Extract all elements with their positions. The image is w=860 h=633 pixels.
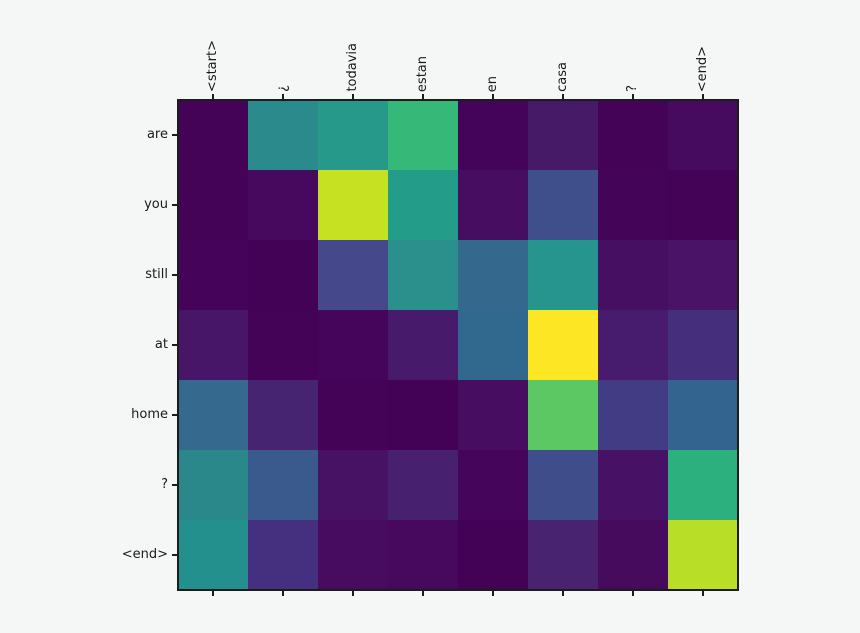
x-tick-label: ? (624, 85, 640, 92)
axis-tick (702, 94, 704, 99)
heatmap-cell (248, 450, 318, 520)
heatmap-cell (318, 240, 388, 310)
axis-tick (562, 94, 564, 99)
y-tick-label: you (144, 196, 168, 212)
heatmap-cell (668, 520, 738, 590)
y-tick-label: ? (161, 476, 168, 492)
axis-tick (352, 591, 354, 596)
axis-tick (352, 94, 354, 99)
heatmap-cell (388, 380, 458, 450)
heatmap-cell (248, 170, 318, 240)
heatmap-cell (668, 380, 738, 450)
heatmap-cell (178, 240, 248, 310)
x-tick-label: en (484, 75, 500, 92)
heatmap-cell (178, 310, 248, 380)
heatmap-cell (598, 520, 668, 590)
heatmap-cell (318, 450, 388, 520)
axis-tick (632, 94, 634, 99)
heatmap-cell (388, 240, 458, 310)
axis-tick (492, 591, 494, 596)
heatmap-cell (528, 310, 598, 380)
heatmap-plot (178, 100, 738, 590)
x-tick-label: ¿ (274, 85, 290, 92)
axis-tick (172, 554, 177, 556)
heatmap-cell (178, 170, 248, 240)
heatmap-cell (248, 100, 318, 170)
heatmap-cell (598, 240, 668, 310)
heatmap-cell (248, 240, 318, 310)
y-tick-label: <end> (121, 546, 168, 562)
x-tick-label: todavia (344, 43, 360, 92)
heatmap-cell (528, 520, 598, 590)
heatmap-cell (388, 520, 458, 590)
axis-tick (422, 94, 424, 99)
axis-tick (632, 591, 634, 596)
axis-tick (702, 591, 704, 596)
heatmap-cell (388, 170, 458, 240)
axis-tick (282, 94, 284, 99)
heatmap-cell (598, 100, 668, 170)
heatmap-cell (318, 170, 388, 240)
heatmap-cell (458, 170, 528, 240)
heatmap-cell (458, 100, 528, 170)
heatmap-cell (388, 310, 458, 380)
x-tick-label: <start> (204, 39, 220, 92)
heatmap-cell (598, 170, 668, 240)
x-tick-label: casa (554, 62, 570, 92)
heatmap-cell (318, 380, 388, 450)
x-tick-label: <end> (694, 45, 710, 92)
heatmap-cell (528, 450, 598, 520)
axis-tick (172, 204, 177, 206)
heatmap-cell (248, 310, 318, 380)
axis-tick (172, 484, 177, 486)
axis-tick (562, 591, 564, 596)
axis-tick (492, 94, 494, 99)
heatmap-cell (178, 100, 248, 170)
axis-tick (172, 344, 177, 346)
heatmap-cell (528, 170, 598, 240)
heatmap-cell (668, 100, 738, 170)
heatmap-cell (458, 520, 528, 590)
y-tick-label: at (154, 336, 168, 352)
heatmap-cell (598, 310, 668, 380)
heatmap-cell (318, 310, 388, 380)
heatmap-cell (668, 450, 738, 520)
axis-tick (172, 134, 177, 136)
axis-tick (282, 591, 284, 596)
heatmap-cell (528, 100, 598, 170)
axis-tick (172, 414, 177, 416)
heatmap-cell (668, 170, 738, 240)
y-tick-label: are (146, 126, 168, 142)
heatmap-cell (318, 100, 388, 170)
heatmap-cell (598, 380, 668, 450)
y-tick-label: still (145, 266, 168, 282)
heatmap-cell (388, 450, 458, 520)
heatmap-cell (668, 310, 738, 380)
heatmap-cell (458, 380, 528, 450)
heatmap-cell (528, 380, 598, 450)
heatmap-cell (598, 450, 668, 520)
heatmap-cell (318, 520, 388, 590)
y-tick-label: home (131, 406, 168, 422)
heatmap-cell (248, 380, 318, 450)
heatmap-cell (388, 100, 458, 170)
heatmap-cell (668, 240, 738, 310)
heatmap-cell (458, 310, 528, 380)
heatmap-cell (458, 450, 528, 520)
x-tick-label: estan (414, 55, 430, 92)
heatmap-cell (458, 240, 528, 310)
heatmap-cell (178, 380, 248, 450)
heatmap-cell (248, 520, 318, 590)
heatmap-cell (528, 240, 598, 310)
axis-tick (212, 94, 214, 99)
heatmap-cell (178, 450, 248, 520)
axis-tick (212, 591, 214, 596)
axis-tick (172, 274, 177, 276)
heatmap-cell (178, 520, 248, 590)
axis-tick (422, 591, 424, 596)
